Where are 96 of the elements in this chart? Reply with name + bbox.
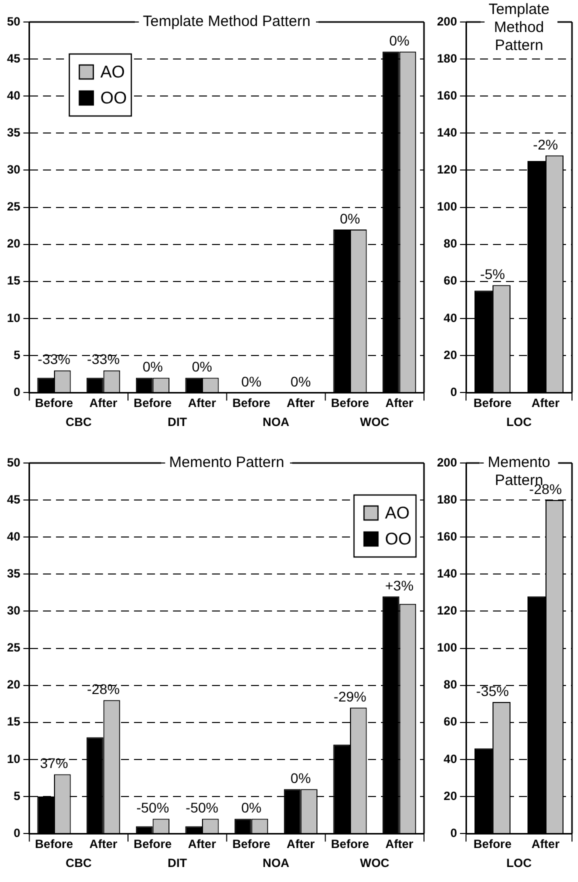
text: CBC <box>66 856 92 870</box>
y-tick-label: 25 <box>6 200 21 214</box>
annotation: -29% <box>334 688 366 704</box>
y-tick-label: 50 <box>6 14 21 28</box>
annotation: 0% <box>241 373 262 390</box>
annotation: 0% <box>241 800 262 816</box>
x-tick-label: Before <box>330 396 370 410</box>
y-tick-label: 20 <box>6 236 21 251</box>
x-tick-label: After <box>385 396 414 410</box>
x-tick-label: Before <box>474 396 512 410</box>
annotation: 0% <box>142 358 163 375</box>
text: NOA <box>262 856 290 870</box>
y-tick-label: 10 <box>6 310 21 325</box>
y-tick-label: 180 <box>436 51 458 66</box>
y-tick-label: 45 <box>6 492 21 506</box>
y-tick-label: 15 <box>6 714 21 729</box>
x-tick-label: After <box>89 396 118 410</box>
legend-label: OO <box>100 88 127 108</box>
y-tick-label: 35 <box>6 566 21 580</box>
annotation: -5% <box>480 266 505 282</box>
y-tick-label: 40 <box>444 310 458 325</box>
x-tick-label: Before <box>35 396 74 410</box>
y-tick-label: 0 <box>14 826 21 840</box>
x-tick-label: Before <box>134 396 172 410</box>
y-tick-label: 45 <box>6 51 21 66</box>
annotation: -35% <box>476 682 509 699</box>
text: DIT <box>168 414 188 429</box>
text: LOC <box>506 856 532 870</box>
y-tick-label: 5 <box>14 348 21 362</box>
y-tick-label: 0 <box>14 384 21 399</box>
y-tick-label: 120 <box>436 604 458 618</box>
y-tick-label: 140 <box>436 125 458 140</box>
y-tick-label: 160 <box>436 529 458 544</box>
y-tick-label: 180 <box>436 492 458 506</box>
x-tick-label: After <box>89 837 118 852</box>
y-tick-label: 100 <box>436 640 458 655</box>
y-tick-label: 40 <box>6 88 21 102</box>
x-tick-label: After <box>286 837 315 852</box>
x-tick-label: Before <box>232 396 271 410</box>
annotation: 0% <box>290 770 311 786</box>
y-tick-label: 30 <box>6 604 21 618</box>
annotation: 0% <box>340 210 360 226</box>
x-tick-label: After <box>188 837 216 852</box>
y-tick-label: 0 <box>450 826 458 840</box>
x-tick-label: Before <box>35 837 74 852</box>
y-tick-label: 20 <box>444 348 458 362</box>
y-tick-label: 20 <box>444 788 458 803</box>
legend-label: AO <box>100 62 125 82</box>
text: CBC <box>66 414 92 429</box>
y-tick-label: 200 <box>436 14 458 28</box>
y-tick-label: 120 <box>436 162 458 177</box>
y-tick-label: 160 <box>436 88 458 102</box>
annotation: 0% <box>290 373 311 390</box>
text: DIT <box>168 856 188 870</box>
x-tick-label: Before <box>134 837 172 852</box>
y-tick-label: 60 <box>444 274 458 288</box>
text: LOC <box>506 414 532 429</box>
x-tick-label: After <box>188 396 216 410</box>
y-tick-label: 0 <box>450 384 458 399</box>
y-tick-label: 20 <box>6 678 21 692</box>
legend-label: OO <box>385 530 412 549</box>
y-tick-label: 40 <box>6 529 21 544</box>
annotation: 0% <box>192 358 212 375</box>
y-tick-label: 100 <box>436 200 458 214</box>
y-tick-label: 5 <box>14 788 21 803</box>
annotation: +3% <box>385 577 414 594</box>
annotation: -2% <box>533 136 558 152</box>
annotation: -50% <box>136 800 170 816</box>
x-tick-label: After <box>286 396 315 410</box>
text: NOA <box>262 414 290 429</box>
y-tick-label: 50 <box>6 455 21 470</box>
y-tick-label: 10 <box>6 752 21 766</box>
y-tick-label: 40 <box>444 752 458 766</box>
y-tick-label: 80 <box>444 678 458 692</box>
y-tick-label: 35 <box>6 125 21 140</box>
x-tick-label: After <box>532 396 560 410</box>
y-tick-label: 80 <box>444 236 458 251</box>
x-tick-label: Before <box>232 837 271 852</box>
y-tick-label: 200 <box>436 455 458 470</box>
x-tick-label: Before <box>474 837 512 852</box>
x-tick-label: After <box>385 837 414 852</box>
annotation: -50% <box>186 800 218 816</box>
chart-title: Memento Pattern <box>169 454 284 472</box>
text: WOC <box>360 414 390 429</box>
x-tick-label: After <box>532 837 560 852</box>
x-tick-label: Before <box>330 837 370 852</box>
text: WOC <box>360 856 390 870</box>
chart-title: Template Method Pattern <box>142 13 310 30</box>
y-tick-label: 60 <box>444 714 458 729</box>
chart-title: Template Method Pattern <box>488 1 550 54</box>
y-tick-label: 30 <box>6 162 21 177</box>
y-tick-label: 140 <box>436 566 458 580</box>
annotation: 0% <box>389 32 410 49</box>
y-tick-label: 25 <box>6 640 21 655</box>
y-tick-label: 15 <box>6 274 21 288</box>
legend-label: AO <box>385 504 410 523</box>
